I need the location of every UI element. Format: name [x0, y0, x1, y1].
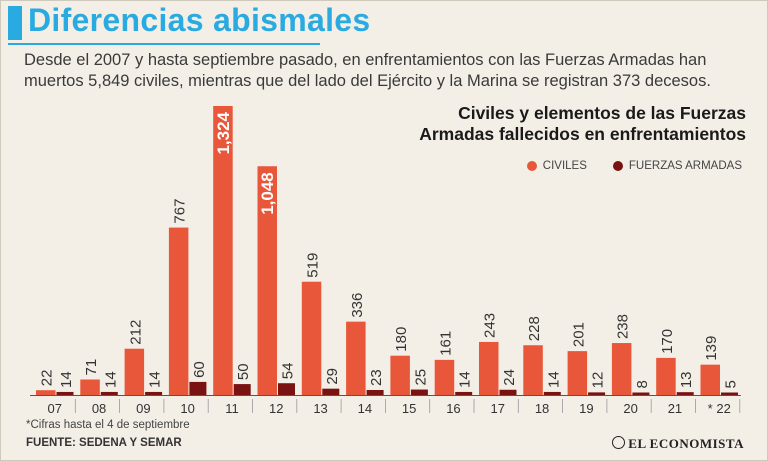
x-tick-8: 15 — [402, 401, 416, 416]
legend-civiles-swatch — [526, 161, 537, 171]
x-tick-6: 13 — [313, 401, 327, 416]
x-tick-9: 16 — [446, 401, 460, 416]
legend-fuerzas-swatch — [612, 161, 623, 171]
label-fuerzas-10: 24 — [501, 369, 518, 386]
source-line: FUENTE: SEDENA Y SEMAR — [26, 437, 182, 449]
chart-title-line2: Armadas fallecidos en enfrentamientos — [419, 124, 746, 144]
bar-fuerzas-6 — [322, 388, 340, 395]
label-fuerzas-13: 8 — [634, 380, 651, 388]
bar-civiles-4 — [213, 106, 233, 395]
bar-fuerzas-13 — [632, 392, 650, 395]
logo-text: EL ECONOMISTA — [628, 436, 744, 451]
bar-fuerzas-9 — [455, 391, 473, 395]
bar-civiles-1 — [80, 379, 100, 395]
bar-fuerzas-8 — [410, 389, 428, 395]
bar-civiles-15 — [700, 364, 720, 395]
label-fuerzas-5: 54 — [280, 363, 297, 380]
x-tick-11: 18 — [535, 401, 549, 416]
title-accent-bar — [8, 6, 22, 40]
bar-fuerzas-1 — [100, 391, 118, 395]
legend-civiles-label: CIVILES — [542, 160, 587, 172]
bar-fuerzas-4 — [233, 384, 251, 395]
bar-civiles-12 — [567, 351, 588, 395]
bar-fuerzas-12 — [588, 392, 606, 395]
bar-civiles-0 — [36, 390, 56, 395]
x-tick-7: 14 — [358, 401, 372, 416]
label-civiles-15: 139 — [703, 336, 720, 361]
bar-civiles-8 — [390, 355, 410, 395]
bar-civiles-10 — [479, 341, 499, 395]
bar-fuerzas-15 — [721, 392, 738, 395]
bar-fuerzas-7 — [366, 389, 384, 395]
chart-legend: CIVILES FUERZAS ARMADAS — [526, 160, 742, 172]
bar-civiles-11 — [523, 345, 543, 395]
x-tick-5: 12 — [269, 401, 283, 416]
chart-title: Civiles y elementos de las Fuerzas Armad… — [386, 103, 746, 145]
subtitle: Desde el 2007 y hasta septiembre pasado,… — [24, 51, 711, 90]
label-fuerzas-7: 23 — [368, 369, 385, 386]
footnote: *Cifras hasta el 4 de septiembre — [26, 419, 190, 431]
bar-fuerzas-10 — [499, 389, 517, 395]
bar-fuerzas-5 — [278, 383, 295, 395]
label-fuerzas-8: 25 — [412, 369, 429, 386]
title-underline — [8, 43, 320, 45]
bar-fuerzas-0 — [56, 391, 74, 395]
label-fuerzas-1: 14 — [102, 371, 119, 388]
bar-civiles-6 — [301, 281, 322, 395]
x-tick-12: 19 — [579, 401, 593, 416]
label-fuerzas-11: 14 — [545, 371, 562, 388]
label-civiles-4: 1,324 — [214, 111, 233, 154]
page-title: Diferencias abismales — [28, 2, 371, 38]
logo-icon — [612, 436, 626, 449]
label-civiles-7: 336 — [349, 293, 366, 318]
x-tick-4: 11 — [225, 401, 239, 416]
bar-civiles-7 — [346, 321, 366, 395]
label-fuerzas-6: 29 — [324, 368, 341, 385]
label-civiles-8: 180 — [393, 327, 410, 352]
x-tick-15: * 22 — [708, 401, 731, 416]
label-civiles-2: 212 — [127, 320, 144, 345]
label-fuerzas-4: 50 — [235, 363, 252, 380]
x-tick-3: 10 — [180, 401, 194, 416]
bar-fuerzas-11 — [543, 391, 561, 395]
label-civiles-1: 71 — [83, 359, 100, 376]
label-fuerzas-2: 14 — [147, 371, 164, 388]
label-fuerzas-15: 5 — [723, 380, 740, 388]
label-civiles-5: 1,048 — [258, 172, 277, 215]
bar-civiles-3 — [168, 227, 189, 395]
label-civiles-9: 161 — [437, 331, 454, 356]
bar-civiles-5 — [257, 166, 277, 395]
label-civiles-11: 228 — [526, 316, 543, 341]
x-tick-14: 21 — [668, 401, 682, 416]
legend-fuerzas-label: FUERZAS ARMADAS — [628, 160, 742, 172]
label-fuerzas-0: 14 — [58, 371, 75, 388]
chart-title-line1: Civiles y elementos de las Fuerzas — [458, 103, 746, 123]
bar-civiles-13 — [611, 343, 632, 395]
label-civiles-6: 519 — [305, 253, 322, 278]
bar-fuerzas-2 — [145, 391, 163, 395]
publisher-logo: EL ECONOMISTA — [612, 436, 744, 452]
x-tick-0: 07 — [48, 401, 62, 416]
bar-fuerzas-14 — [676, 392, 694, 395]
label-fuerzas-9: 14 — [457, 371, 474, 388]
bar-civiles-14 — [656, 357, 676, 395]
label-civiles-3: 767 — [172, 199, 189, 224]
x-tick-1: 08 — [92, 401, 106, 416]
label-civiles-13: 238 — [615, 314, 632, 339]
label-civiles-14: 170 — [659, 329, 676, 354]
label-fuerzas-3: 60 — [191, 361, 208, 378]
x-tick-13: 20 — [623, 401, 637, 416]
x-tick-10: 17 — [491, 401, 505, 416]
label-fuerzas-14: 13 — [678, 371, 695, 388]
label-fuerzas-12: 12 — [590, 372, 607, 389]
label-civiles-10: 243 — [482, 313, 499, 338]
label-civiles-0: 22 — [39, 370, 56, 387]
x-tick-2: 09 — [136, 401, 150, 416]
label-civiles-12: 201 — [570, 322, 587, 347]
bar-civiles-9 — [434, 359, 455, 395]
bar-fuerzas-3 — [189, 381, 207, 395]
bar-civiles-2 — [124, 348, 145, 395]
